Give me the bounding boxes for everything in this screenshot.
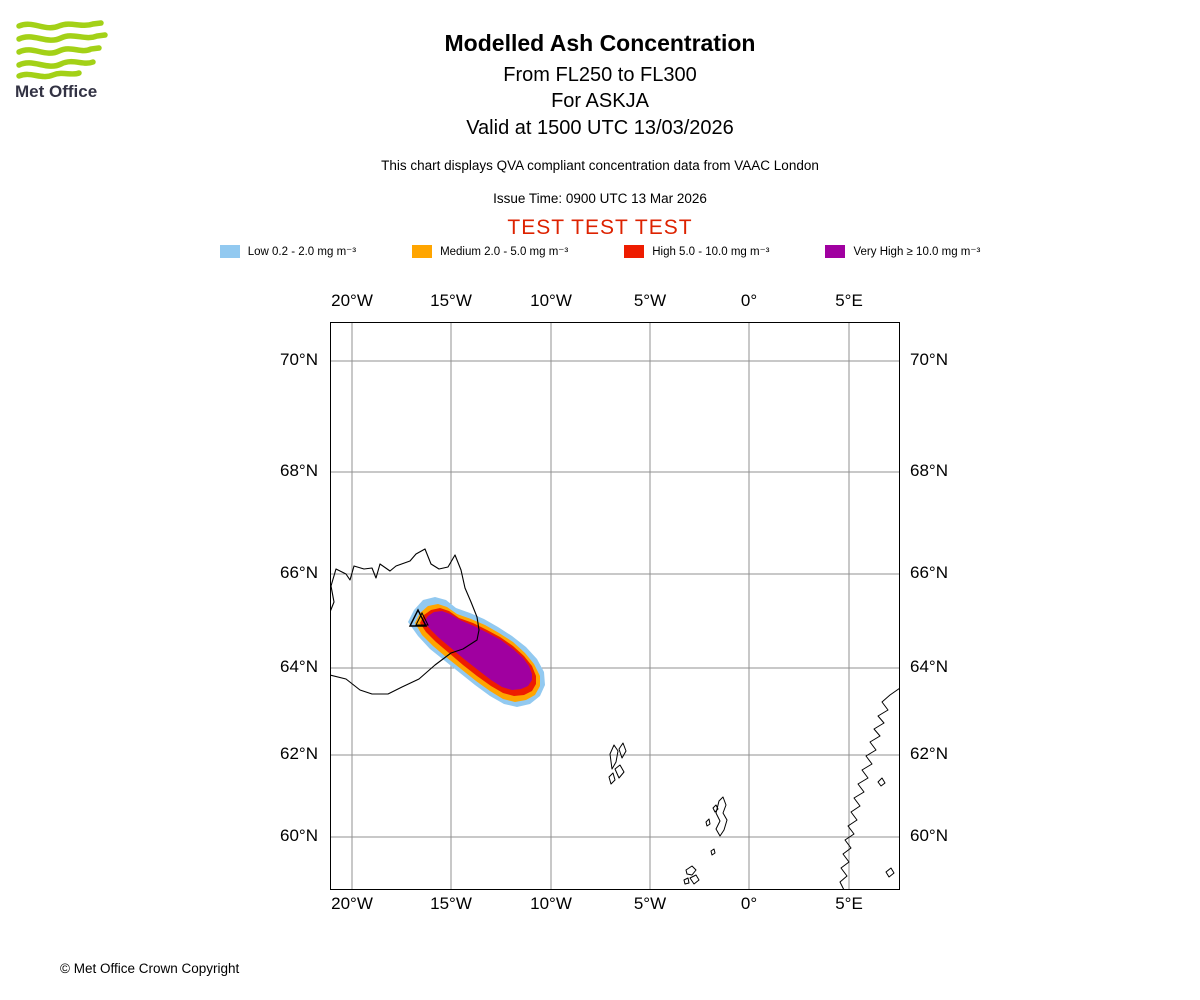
lat-label-right-64n: 64°N	[910, 657, 948, 676]
legend-label-medium: Medium 2.0 - 5.0 mg m⁻³	[440, 246, 569, 258]
lat-label-left-64n: 64°N	[280, 657, 318, 676]
legend-item-high: High 5.0 - 10.0 mg m⁻³	[624, 244, 769, 258]
legend-swatch-medium	[412, 244, 433, 258]
legend-item-medium: Medium 2.0 - 5.0 mg m⁻³	[412, 244, 568, 258]
faroe-islands-coastline	[608, 742, 627, 785]
iceland-coastline	[313, 548, 480, 695]
met-office-logo-text: Met Office	[15, 82, 98, 101]
lon-label-bottom-15w: 15°W	[430, 894, 472, 913]
legend-item-very-high: Very High ≥ 10.0 mg m⁻³	[825, 244, 980, 258]
lon-label-top-15w: 15°W	[430, 291, 472, 310]
lat-label-left-60n: 60°N	[280, 826, 318, 845]
lat-label-left-68n: 68°N	[280, 461, 318, 480]
lon-label-bottom-5w: 5°W	[633, 894, 667, 913]
lon-label-bottom-0: 0°	[740, 894, 758, 913]
legend-swatch-low	[219, 244, 240, 258]
lon-label-bottom-10w: 10°W	[530, 894, 572, 913]
met-office-waves-icon	[16, 20, 108, 80]
flight-level-subtitle: From FL250 to FL300	[503, 64, 697, 86]
shetland-orkney-coastline	[683, 796, 728, 885]
lat-label-right-62n: 62°N	[910, 744, 948, 763]
page-title: Modelled Ash Concentration	[444, 30, 756, 56]
lat-label-left-70n: 70°N	[280, 350, 318, 369]
met-office-logo: Met Office	[15, 18, 115, 101]
legend-swatch-very-high	[825, 244, 846, 258]
lat-label-left-66n: 66°N	[280, 563, 318, 582]
norway-coastline	[839, 687, 901, 891]
lon-label-top-5w: 5°W	[633, 291, 667, 310]
lon-label-bottom-20w: 20°W	[331, 894, 373, 913]
legend-label-high: High 5.0 - 10.0 mg m⁻³	[652, 246, 770, 258]
valid-time-subtitle: Valid at 1500 UTC 13/03/2026	[466, 117, 734, 139]
lon-label-top-0: 0°	[740, 291, 758, 310]
legend-label-very-high: Very High ≥ 10.0 mg m⁻³	[853, 246, 981, 258]
lon-label-top-10w: 10°W	[530, 291, 572, 310]
map-border	[330, 322, 900, 890]
lat-label-right-70n: 70°N	[910, 350, 948, 369]
legend-item-low: Low 0.2 - 2.0 mg m⁻³	[219, 244, 357, 258]
grid-lines	[330, 322, 900, 890]
lon-label-top-20w: 20°W	[331, 291, 373, 310]
qva-description: This chart displays QVA compliant concen…	[381, 158, 819, 173]
test-banner: TEST TEST TEST	[507, 216, 693, 239]
lat-label-right-66n: 66°N	[910, 563, 948, 582]
lat-label-right-68n: 68°N	[910, 461, 948, 480]
lat-label-left-62n: 62°N	[280, 744, 318, 763]
map-svg	[313, 322, 901, 891]
issue-time: Issue Time: 0900 UTC 13 Mar 2026	[493, 191, 707, 206]
legend-label-low: Low 0.2 - 2.0 mg m⁻³	[247, 246, 357, 258]
volcano-subtitle: For ASKJA	[551, 90, 649, 112]
lon-label-bottom-5e: 5°E	[835, 894, 863, 913]
legend-swatch-high	[624, 244, 645, 258]
map-area	[313, 322, 901, 891]
lon-label-top-5e: 5°E	[835, 291, 863, 310]
volcano-marker-icon-2	[415, 611, 429, 626]
volcano-marker-icon	[408, 608, 428, 627]
lat-label-right-60n: 60°N	[910, 826, 948, 845]
legend: Low 0.2 - 2.0 mg m⁻³ Medium 2.0 - 5.0 mg…	[0, 244, 1200, 258]
copyright-notice: © Met Office Crown Copyright	[60, 961, 240, 976]
ash-plume-very-high	[424, 611, 532, 690]
